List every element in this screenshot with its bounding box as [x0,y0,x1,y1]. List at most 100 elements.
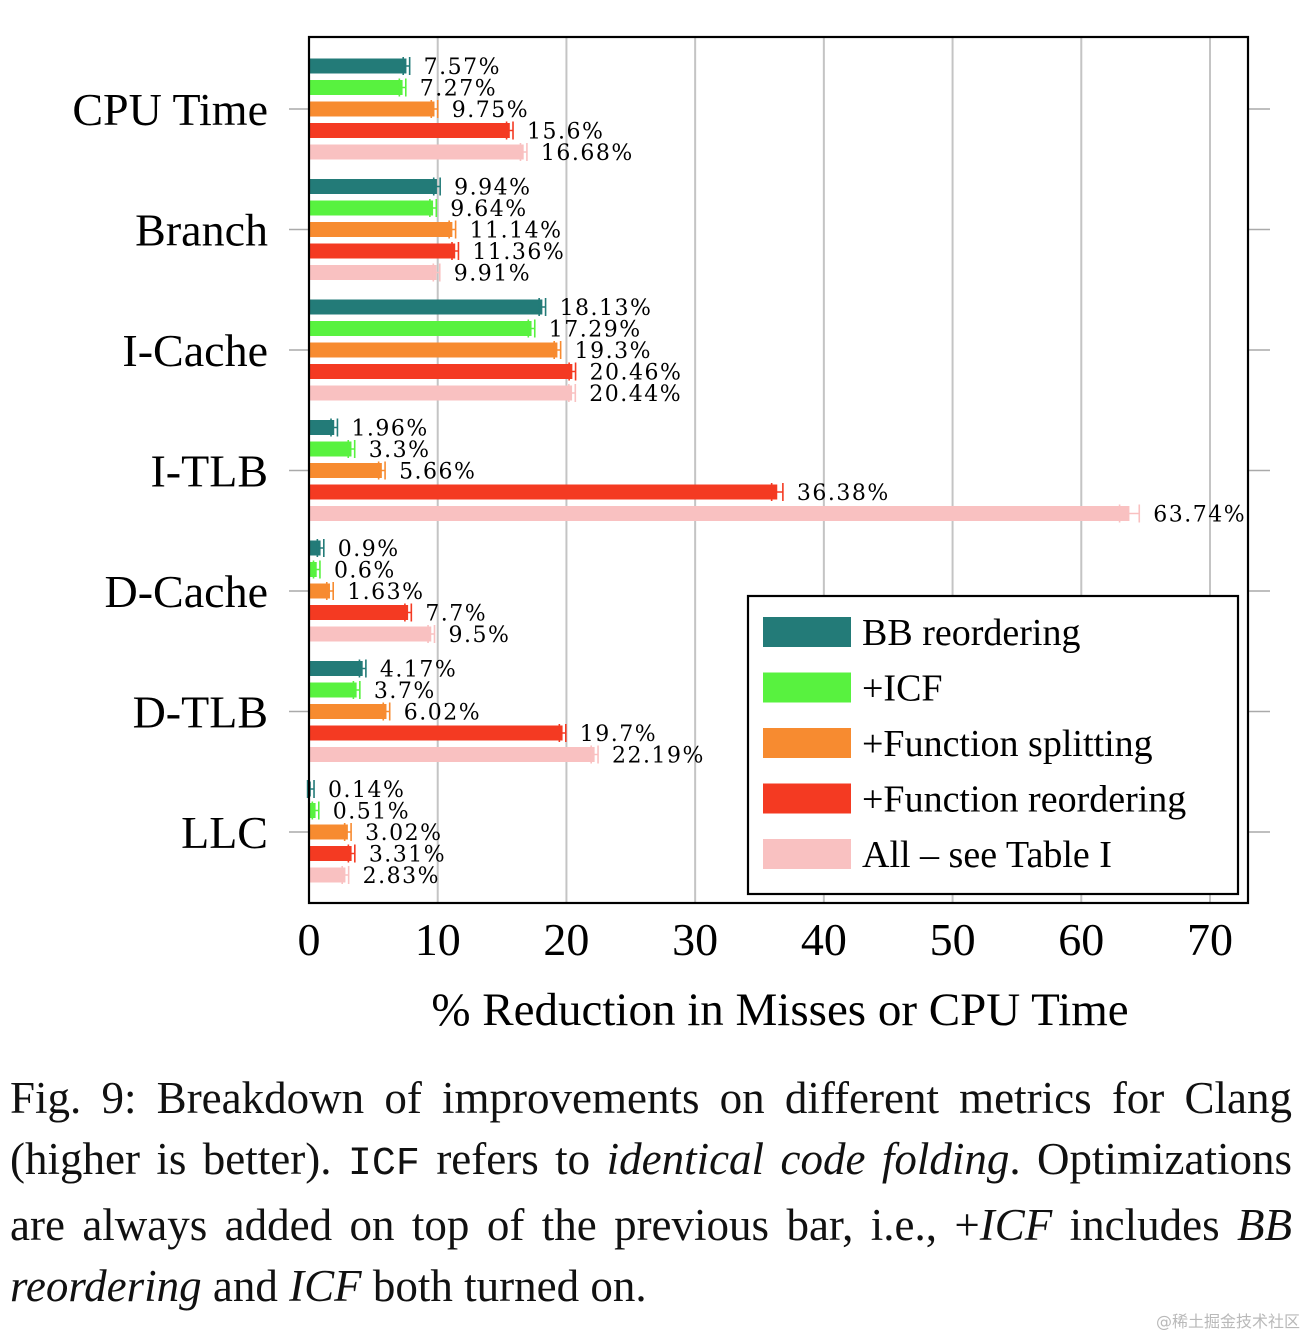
value-label: 0.14% [328,778,405,803]
caption-text: Breakdown of improvements on different m… [10,1073,1292,1184]
caption-emphasis: identical code folding [606,1134,1010,1184]
bar [309,222,453,237]
legend-swatch [763,783,851,814]
value-label: 1.63% [347,580,424,605]
legend-swatch [763,672,851,703]
y-tick-label: D-Cache [105,566,268,617]
bar [309,144,524,160]
bar [309,80,403,95]
figure-caption: Fig. 9: Breakdown of improvements on dif… [10,1068,1292,1317]
y-tick-label: D-TLB [133,687,268,738]
legend-label: +Function splitting [862,723,1153,765]
value-label: 9.5% [448,623,510,648]
x-axis-tick-labels: 0 10 20 30 40 50 60 70 [298,914,1234,965]
value-label: 9.94% [454,176,531,201]
value-label: 36.38% [797,481,890,506]
value-label: 4.17% [380,658,457,683]
legend-label: +Function reordering [862,779,1186,821]
bar [309,123,510,138]
value-label: 16.68% [541,141,634,166]
bar [309,506,1130,521]
x-tick-label: 60 [1058,914,1104,965]
caption-code: ICF [347,1142,420,1187]
y-tick-label: LLC [181,807,268,858]
figure-label: Fig. 9: [10,1073,137,1123]
value-label: 17.29% [549,318,642,343]
value-label: 7.57% [424,55,501,80]
value-label: 11.36% [472,240,565,265]
bar [309,605,409,620]
value-label: 6.02% [404,701,481,726]
value-label: 7.27% [420,77,497,102]
value-label: 3.31% [369,843,446,868]
y-tick-label: I-Cache [122,325,268,376]
caption-text: . Optimizations are always added on top … [10,1134,1292,1250]
bar [309,824,348,840]
value-label: 20.44% [589,382,682,407]
bar [309,420,335,435]
bar [309,58,407,74]
value-label: 20.46% [590,361,683,386]
legend-label: All – see Table I [862,834,1112,876]
value-label: 11.14% [470,219,563,244]
value-label: 15.6% [527,120,604,145]
bar [309,200,434,216]
x-tick-label: 50 [930,914,976,965]
bar [309,626,432,642]
bar [309,704,387,719]
caption-text: includes [1052,1200,1238,1250]
value-label: 9.75% [452,98,529,123]
bar-chart: 7.57%7.27%9.75%15.6%16.68% 9.94%9.64%11.1… [72,35,1270,1036]
value-label: 0.9% [338,537,400,562]
x-tick-label: 20 [543,914,589,965]
legend-swatch [763,728,851,758]
x-tick-label: 40 [801,914,847,965]
x-tick-label: 30 [672,914,718,965]
bar [309,747,595,762]
value-label: 19.3% [575,339,652,364]
legend: BB reordering +ICF +Function splitting +Fun… [746,594,1240,896]
value-label: 0.51% [333,800,410,825]
value-label: 5.66% [399,460,476,485]
bar [309,364,573,379]
y-axis-labels: CPU Time Branch I-Cache I-TLB D-Cache D-TLB LL… [72,84,268,858]
legend-label: BB reordering [862,612,1080,654]
bar [309,265,437,280]
bar [309,243,456,259]
bar [309,661,363,676]
x-tick-label: 70 [1187,914,1233,965]
bar [309,867,346,883]
watermark: @稀土掘金技术社区 [1155,1312,1300,1331]
value-label: 7.7% [425,602,487,627]
legend-swatch [763,617,851,647]
value-label: 2.83% [363,864,440,889]
value-labels: 7.57%7.27%9.75%15.6%16.68% 9.94%9.64%11.1… [328,55,1246,889]
bar [309,583,330,599]
value-label: 0.6% [334,559,396,584]
value-label: 3.3% [369,438,431,463]
grid-lines [436,37,1211,903]
value-label: 9.64% [450,197,527,222]
y-tick-marks [289,108,1270,833]
x-tick-label: 0 [298,914,321,965]
caption-text: refers to [419,1134,607,1184]
value-label: 1.96% [351,417,428,442]
bar [309,540,321,556]
bar [309,484,778,500]
bars [306,57,1141,884]
caption-emphasis: BB reordering [10,1200,1292,1311]
plot-frame [307,35,1250,905]
x-tick-label: 10 [415,914,461,965]
caption-emphasis: ICF [979,1200,1053,1250]
bar [309,342,558,358]
x-axis-title: % Reduction in Misses or CPU Time [431,984,1128,1036]
bar [309,179,437,194]
bar [309,441,352,457]
caption-text: both turned on. [361,1261,647,1311]
caption-emphasis: ICF [289,1261,362,1311]
value-label: 3.7% [374,679,436,704]
caption-text: and [201,1261,290,1311]
bar [309,846,352,861]
value-label: 19.7% [580,722,657,747]
value-label: 63.74% [1153,503,1246,528]
